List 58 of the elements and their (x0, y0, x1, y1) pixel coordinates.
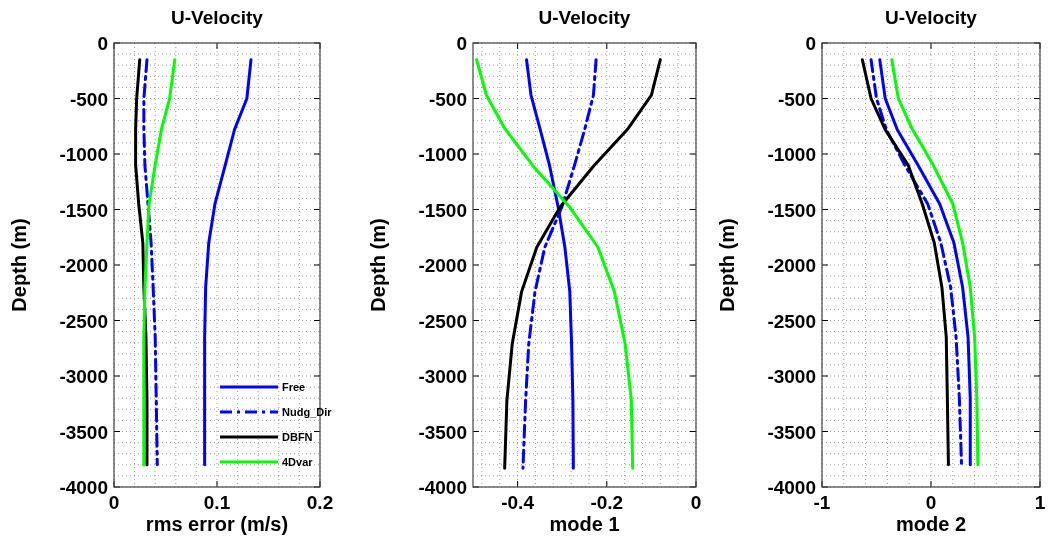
y-tick-label: -1000 (418, 144, 467, 165)
x-axis-title: mode 2 (895, 513, 967, 535)
legend-label: DBFN (282, 431, 313, 443)
x-axis-title: mode 1 (549, 513, 620, 535)
line-series (503, 58, 662, 470)
line-series (860, 58, 950, 467)
line-series (890, 58, 980, 467)
y-tick-label: -3000 (59, 366, 108, 387)
line-series (142, 58, 177, 467)
x-tick-label: 0 (925, 492, 937, 513)
y-tick-label: -4000 (767, 477, 816, 498)
y-tick-label: -2000 (59, 255, 108, 276)
y-tick-label: -1500 (59, 199, 108, 221)
line-series (203, 58, 253, 467)
chart-title: U-Velocity (538, 7, 631, 28)
y-tick-label: -500 (777, 88, 816, 110)
y-tick-label: -3500 (59, 421, 108, 443)
y-tick-label: -2500 (767, 310, 816, 332)
line-series (521, 58, 598, 470)
y-tick-label: -1000 (59, 144, 108, 165)
y-tick-label: -3000 (767, 366, 816, 387)
y-axis-title: Depth (m) (8, 218, 30, 312)
y-tick-label: -2500 (59, 310, 108, 332)
line-series (878, 58, 972, 467)
x-tick-label: -1 (813, 492, 831, 513)
chart-title: U-Velocity (885, 7, 978, 28)
x-tick-label: 1 (1034, 492, 1046, 513)
y-tick-label: -3000 (418, 366, 467, 387)
y-tick-label: -3500 (767, 421, 816, 443)
text: Free (282, 381, 306, 393)
text: Nudg_Dir (282, 406, 333, 418)
x-tick-label: 0.2 (306, 492, 334, 513)
y-tick-label: -3500 (418, 421, 467, 443)
x-tick-label: 0 (690, 492, 702, 513)
x-axis-title: rms error (m/s) (145, 513, 289, 535)
y-tick-label: -1500 (767, 199, 816, 221)
y-tick-label: -2000 (418, 255, 467, 276)
x-tick-label: 0.1 (203, 492, 231, 513)
y-axis-title: Depth (m) (367, 218, 389, 312)
x-tick-label: -0.4 (501, 492, 535, 513)
x-tick-label: -0.2 (590, 492, 624, 513)
y-tick-label: 0 (97, 33, 108, 54)
y-tick-label: -500 (69, 88, 108, 110)
y-tick-label: 0 (805, 33, 816, 54)
y-tick-label: -2000 (767, 255, 816, 276)
y-tick-label: 0 (456, 33, 467, 54)
chart-title: U-Velocity (171, 7, 264, 28)
y-tick-label: -1500 (418, 199, 467, 221)
y-tick-label: -2500 (418, 310, 467, 332)
line-series (142, 58, 159, 467)
y-tick-label: -4000 (59, 477, 108, 498)
y-tick-label: -500 (428, 88, 467, 110)
y-tick-label: -4000 (418, 477, 467, 498)
y-axis-title: Depth (m) (716, 218, 738, 312)
line-series (869, 58, 964, 467)
y-tick-label: -1000 (767, 144, 816, 165)
line-series (475, 58, 635, 470)
text: 4Dvar (282, 456, 314, 468)
